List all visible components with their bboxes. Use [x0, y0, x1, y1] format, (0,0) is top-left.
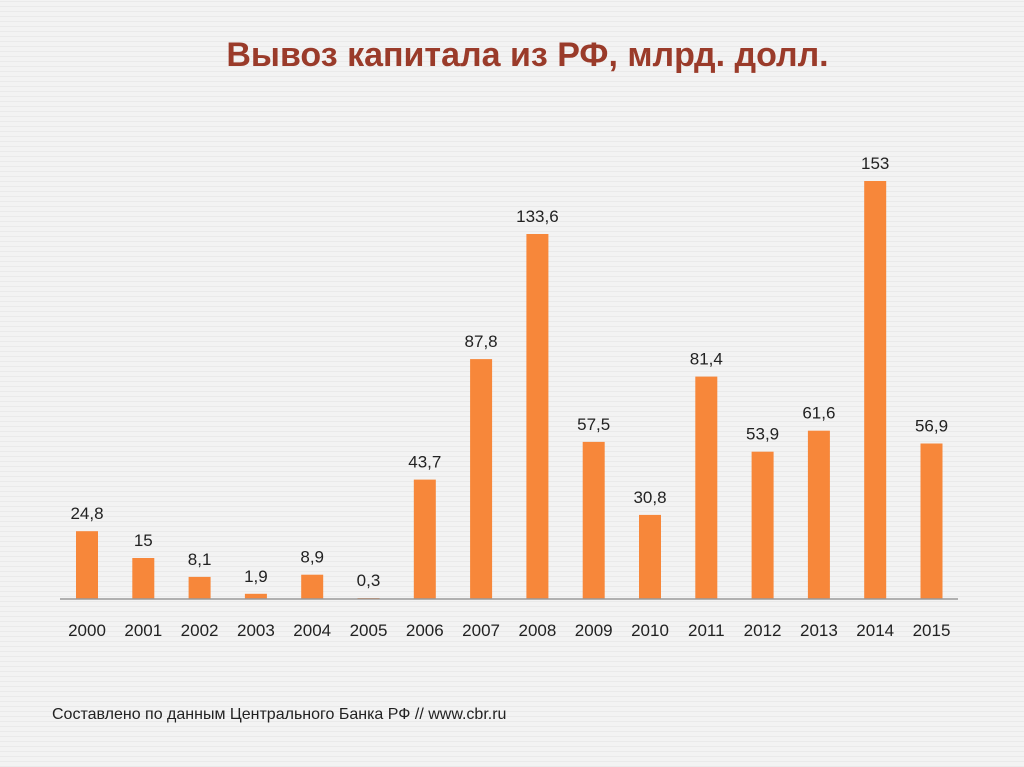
value-label-2014: 153 — [861, 154, 889, 173]
x-tick-label-2011: 2011 — [688, 621, 725, 640]
x-tick-labels-group: 2000 2001 2002 2003 2004 2005 2006 2007 2008 2009… — [68, 621, 950, 640]
bar-2001 — [132, 558, 155, 599]
x-tick-label-2000: 2000 — [68, 621, 106, 640]
bar-2012 — [751, 451, 774, 599]
bar-2000 — [76, 531, 98, 599]
x-tick-label-2003: 2003 — [237, 621, 275, 640]
value-label-2003: 1,9 — [244, 567, 268, 586]
x-tick-label-2002: 2002 — [181, 621, 219, 640]
bar-2010 — [639, 514, 661, 599]
x-tick-label-2009: 2009 — [575, 621, 613, 640]
value-label-2002: 8,1 — [188, 550, 212, 569]
value-label-2008: 133,6 — [516, 207, 559, 226]
bar-2009 — [582, 441, 605, 599]
bar-2015 — [920, 443, 943, 599]
x-tick-label-2010: 2010 — [631, 621, 669, 640]
bar-2007 — [470, 359, 493, 599]
value-label-2001: 15 — [134, 531, 153, 550]
chart-title: Вывоз капитала из РФ, млрд. долл. — [226, 36, 829, 74]
value-label-2015: 56,9 — [915, 417, 948, 436]
bar-2014 — [864, 181, 887, 599]
value-label-2000: 24,8 — [70, 504, 103, 523]
source-note: Составлено по данным Центрального Банка … — [52, 706, 507, 723]
x-tick-label-2008: 2008 — [518, 621, 556, 640]
value-label-2010: 30,8 — [633, 488, 666, 507]
x-tick-label-2012: 2012 — [744, 621, 782, 640]
x-tick-label-2004: 2004 — [293, 621, 331, 640]
x-tick-label-2007: 2007 — [462, 621, 500, 640]
x-tick-label-2001: 2001 — [124, 621, 162, 640]
value-label-2007: 87,8 — [465, 332, 498, 351]
bar-2011 — [695, 376, 718, 599]
value-labels-group: 24,8 15 8,1 1,9 8,9 0,3 43,7 87,8 133,6 57,5 30,8 8… — [70, 154, 948, 590]
bar-2013 — [807, 430, 830, 599]
value-label-2004: 8,9 — [300, 548, 324, 567]
bars-group — [76, 181, 943, 599]
value-label-2013: 61,6 — [802, 404, 835, 423]
x-tick-label-2005: 2005 — [350, 621, 388, 640]
x-tick-label-2014: 2014 — [856, 621, 894, 640]
bar-2006 — [413, 479, 436, 599]
bar-2002 — [188, 576, 211, 599]
value-label-2005: 0,3 — [357, 571, 381, 590]
value-label-2009: 57,5 — [577, 415, 610, 434]
x-tick-label-2013: 2013 — [800, 621, 838, 640]
bar-2003 — [244, 593, 267, 599]
value-label-2011: 81,4 — [690, 350, 723, 369]
value-label-2012: 53,9 — [746, 425, 779, 444]
x-tick-label-2015: 2015 — [913, 621, 951, 640]
x-tick-label-2006: 2006 — [406, 621, 444, 640]
value-label-2006: 43,7 — [408, 453, 441, 472]
bar-2008 — [526, 234, 549, 599]
bar-2004 — [301, 574, 324, 599]
